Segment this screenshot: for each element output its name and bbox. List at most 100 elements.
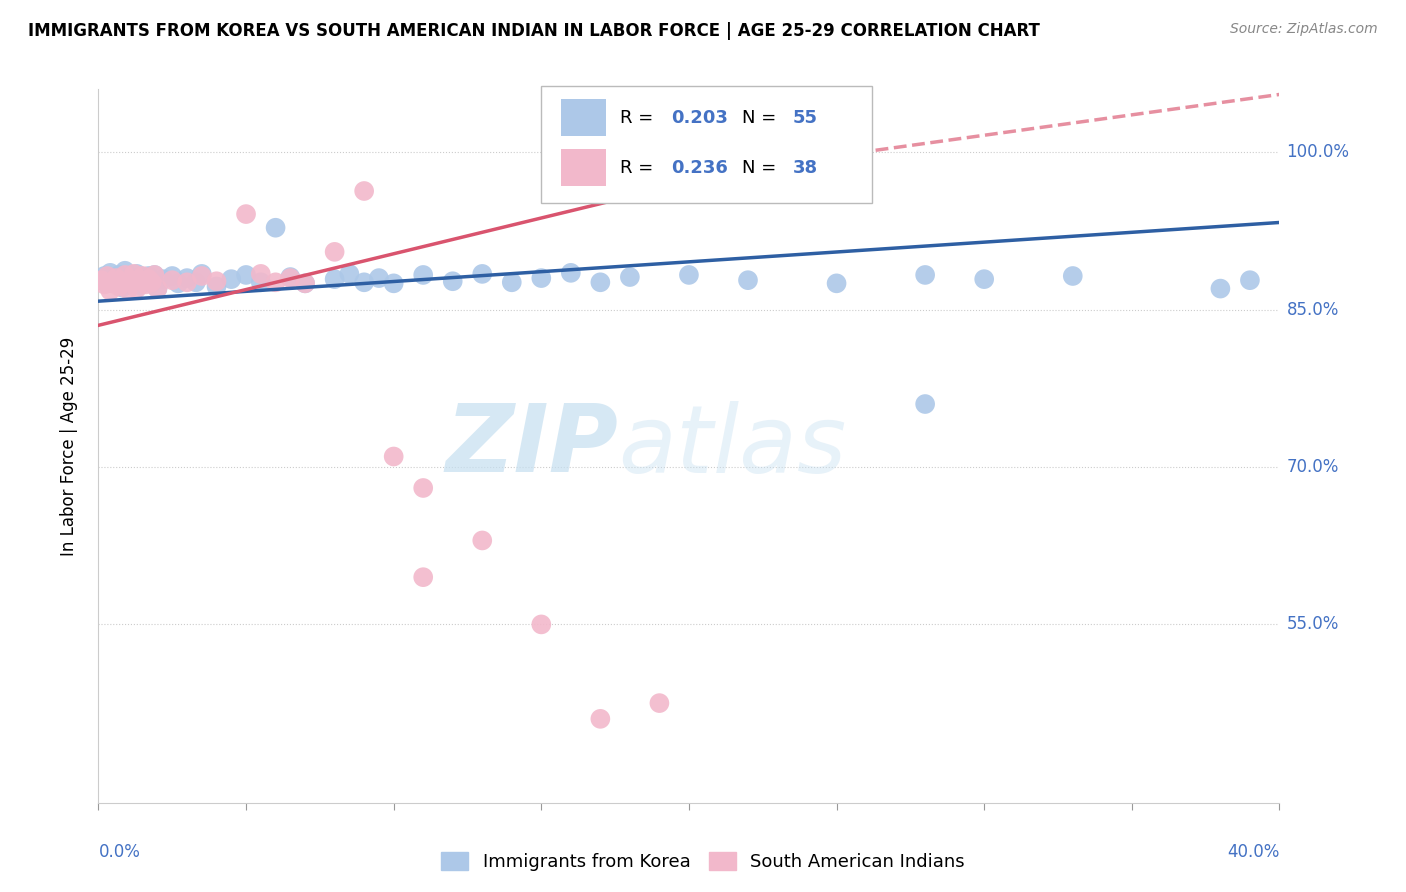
Bar bbox=[561, 149, 606, 186]
Point bbox=[141, 277, 163, 291]
Legend: Immigrants from Korea, South American Indians: Immigrants from Korea, South American In… bbox=[434, 845, 972, 879]
Point bbox=[530, 271, 553, 285]
Point bbox=[560, 266, 582, 280]
Point bbox=[825, 277, 848, 291]
Point bbox=[111, 280, 134, 294]
Point bbox=[737, 273, 759, 287]
Point bbox=[114, 268, 136, 282]
Point bbox=[471, 267, 494, 281]
Point bbox=[122, 267, 145, 281]
Text: 38: 38 bbox=[793, 159, 818, 177]
Point bbox=[619, 270, 641, 285]
Point bbox=[114, 264, 136, 278]
Point bbox=[184, 275, 207, 289]
Point bbox=[412, 481, 434, 495]
Bar bbox=[561, 99, 606, 136]
Point bbox=[108, 268, 131, 282]
Point bbox=[235, 268, 257, 282]
Point bbox=[973, 272, 995, 286]
Point bbox=[191, 268, 214, 283]
Point bbox=[120, 271, 142, 285]
Point bbox=[93, 277, 115, 292]
Point bbox=[264, 275, 287, 289]
Point bbox=[143, 268, 166, 282]
Point bbox=[382, 450, 405, 464]
Point bbox=[93, 268, 115, 283]
Point bbox=[1239, 273, 1261, 287]
Point bbox=[382, 277, 405, 291]
Point bbox=[278, 270, 302, 285]
Point bbox=[323, 272, 346, 286]
Point bbox=[138, 272, 160, 286]
Point bbox=[98, 266, 121, 280]
Point bbox=[96, 268, 118, 283]
Text: Source: ZipAtlas.com: Source: ZipAtlas.com bbox=[1230, 22, 1378, 37]
Text: 55: 55 bbox=[793, 109, 818, 127]
Text: R =: R = bbox=[620, 109, 659, 127]
Point bbox=[90, 273, 112, 287]
Point bbox=[294, 277, 316, 291]
Point bbox=[264, 220, 287, 235]
Point bbox=[98, 284, 121, 298]
Point bbox=[176, 275, 198, 289]
Point bbox=[1062, 268, 1084, 283]
Point bbox=[128, 273, 150, 287]
Point bbox=[128, 278, 150, 293]
Point bbox=[105, 275, 128, 289]
Text: 100.0%: 100.0% bbox=[1286, 143, 1350, 161]
Point bbox=[412, 570, 434, 584]
Point bbox=[250, 267, 273, 281]
Text: 55.0%: 55.0% bbox=[1286, 615, 1339, 633]
Point bbox=[530, 617, 553, 632]
Point bbox=[914, 397, 936, 411]
Text: N =: N = bbox=[742, 109, 782, 127]
Point bbox=[235, 207, 257, 221]
Point bbox=[167, 277, 190, 291]
Point bbox=[120, 274, 142, 288]
Point bbox=[589, 712, 612, 726]
Y-axis label: In Labor Force | Age 25-29: In Labor Force | Age 25-29 bbox=[59, 336, 77, 556]
Text: 40.0%: 40.0% bbox=[1227, 843, 1279, 861]
Point bbox=[135, 277, 157, 292]
Point bbox=[589, 275, 612, 289]
Point bbox=[103, 277, 125, 291]
Point bbox=[90, 273, 112, 287]
Point bbox=[96, 277, 118, 291]
Point bbox=[501, 275, 523, 289]
FancyBboxPatch shape bbox=[541, 86, 872, 203]
Text: 0.203: 0.203 bbox=[671, 109, 728, 127]
Point bbox=[678, 268, 700, 282]
Text: 70.0%: 70.0% bbox=[1286, 458, 1339, 476]
Point bbox=[294, 277, 316, 291]
Point bbox=[132, 270, 155, 285]
Point bbox=[368, 271, 391, 285]
Point bbox=[191, 267, 214, 281]
Text: ZIP: ZIP bbox=[446, 400, 619, 492]
Text: IMMIGRANTS FROM KOREA VS SOUTH AMERICAN INDIAN IN LABOR FORCE | AGE 25-29 CORREL: IMMIGRANTS FROM KOREA VS SOUTH AMERICAN … bbox=[28, 22, 1040, 40]
Point bbox=[108, 279, 131, 293]
Point bbox=[122, 274, 145, 288]
Text: 85.0%: 85.0% bbox=[1286, 301, 1339, 318]
Point bbox=[162, 273, 183, 287]
Point bbox=[1209, 282, 1232, 296]
Point bbox=[412, 268, 434, 282]
Point bbox=[132, 268, 155, 283]
Point bbox=[117, 283, 139, 297]
Point bbox=[441, 274, 464, 288]
Point bbox=[353, 184, 375, 198]
Point bbox=[152, 272, 174, 286]
Point bbox=[125, 282, 148, 296]
Point bbox=[337, 267, 360, 281]
Point bbox=[135, 275, 157, 289]
Text: 0.236: 0.236 bbox=[671, 159, 728, 177]
Point bbox=[141, 275, 163, 289]
Point bbox=[914, 268, 936, 282]
Point bbox=[205, 279, 228, 293]
Point bbox=[471, 533, 494, 548]
Point bbox=[103, 272, 125, 286]
Point bbox=[323, 244, 346, 259]
Text: N =: N = bbox=[742, 159, 782, 177]
Point bbox=[143, 268, 166, 282]
Point bbox=[250, 275, 273, 289]
Point bbox=[162, 268, 183, 283]
